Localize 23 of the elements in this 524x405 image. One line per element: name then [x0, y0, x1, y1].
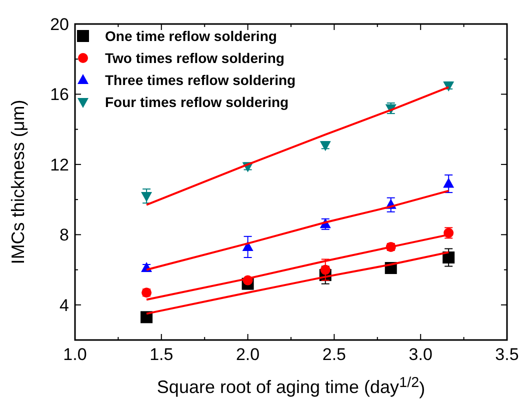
y-tick-label: 12 — [50, 155, 69, 174]
point — [242, 240, 254, 251]
point — [141, 192, 152, 202]
x-tick-label: 3.5 — [495, 345, 519, 364]
legend-label: Three times reflow soldering — [105, 72, 296, 88]
y-tick-label: 20 — [50, 15, 69, 34]
x-tick-label: 2.5 — [322, 345, 346, 364]
x-tick-label: 3.0 — [408, 345, 432, 364]
point — [443, 178, 454, 188]
point — [320, 264, 330, 275]
y-tick-label: 4 — [60, 296, 69, 315]
x-tick-label: 1.5 — [150, 345, 174, 364]
y-tick-label: 8 — [60, 226, 69, 245]
x-tick-label: 1.0 — [63, 345, 87, 364]
x-axis-title: Square root of aging time (day$^{1/2}$) — [156, 375, 426, 398]
legend-label: Four times reflow soldering — [105, 94, 289, 110]
x-tick-label: 2.0 — [236, 345, 260, 364]
legend-label: One time reflow soldering — [105, 28, 277, 44]
legend-label: Two times reflow soldering — [105, 50, 284, 66]
y-axis-title: IMCs thickness (μm) — [8, 100, 28, 264]
point — [442, 251, 455, 264]
y-tick-label: 16 — [50, 85, 69, 104]
point — [140, 311, 153, 324]
